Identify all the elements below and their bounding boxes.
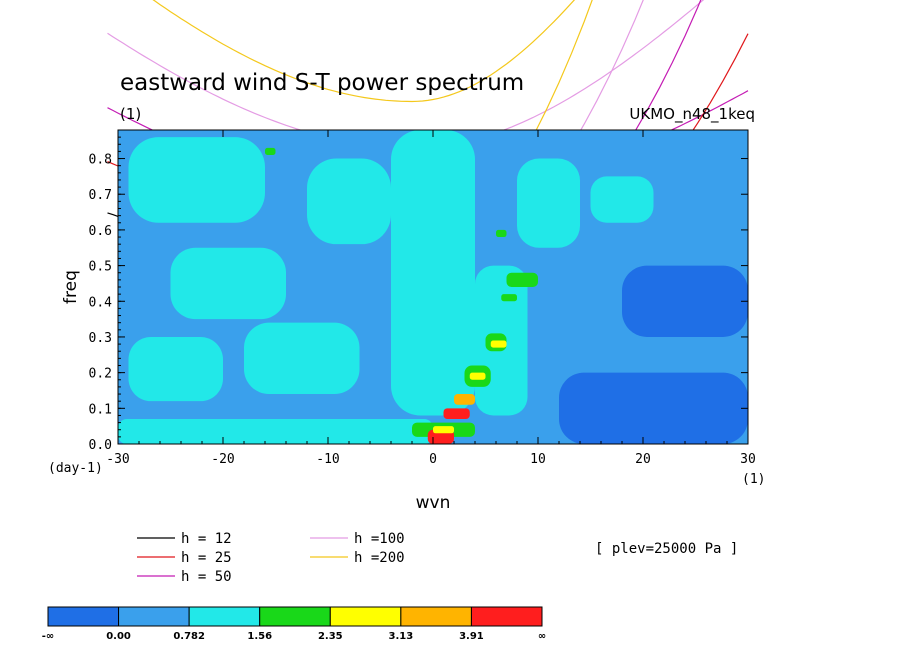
contour-cell-21 <box>506 272 538 287</box>
pressure-level-note: [ plev=25000 Pa ] <box>595 541 738 557</box>
legend-label: h = 50 <box>181 569 232 585</box>
contour-cell-15 <box>433 426 454 434</box>
y-axis: 0.0 0.1 0.2 0.3 0.4 0.5 0.6 0.7 0.8 <box>89 129 748 453</box>
y-tick-label: 0.3 <box>89 331 112 346</box>
colorbar-segment <box>118 606 190 627</box>
x-tick-label: -10 <box>316 452 339 467</box>
x-tick-label: 30 <box>740 452 756 467</box>
contour-cell-2 <box>128 336 223 402</box>
y-tick-label: 0.6 <box>89 224 112 239</box>
x-axis-label: wvn <box>416 493 451 513</box>
contour-cell-7 <box>517 158 580 248</box>
colorbar-segment <box>259 606 331 627</box>
colorbar-label: 3.13 <box>389 631 414 642</box>
colorbar-segment <box>188 606 261 627</box>
contour-cell-1 <box>170 247 286 320</box>
contour-cell-16 <box>454 394 475 405</box>
contour-cell-0 <box>128 137 265 223</box>
contour-cell-3 <box>244 322 360 395</box>
legend-label: h = 25 <box>181 550 232 566</box>
contour-cell-24 <box>496 229 507 238</box>
x-unit-label: (1) <box>742 472 765 487</box>
contour-cell-5 <box>391 130 475 416</box>
x-tick-label: 0 <box>429 452 437 467</box>
colorbar-label: ∞ <box>538 631 546 642</box>
contour-cell-14 <box>443 408 470 420</box>
y-unit-label: (day-1) <box>48 461 103 476</box>
colorbar-segment <box>400 606 472 627</box>
colorbar-label: 3.91 <box>459 631 484 642</box>
x-tick-label: 20 <box>635 452 651 467</box>
contour-cell-11 <box>622 265 748 337</box>
colorbar-label: 0.782 <box>173 631 205 642</box>
contour-cell-20 <box>490 340 507 348</box>
legend-label: h =100 <box>354 531 405 547</box>
contour-cell-9 <box>118 419 433 444</box>
title-unit: (1) <box>120 105 141 123</box>
colorbar-segment <box>470 606 543 627</box>
chart-title: eastward wind S-T power spectrum <box>120 70 524 96</box>
contour-cell-18 <box>469 372 486 380</box>
x-tick-label: -20 <box>211 452 234 467</box>
legend-label: h =200 <box>354 550 405 566</box>
y-tick-label: 0.2 <box>89 367 112 382</box>
colorbar-segment <box>329 606 402 627</box>
legend-label: h = 12 <box>181 531 232 547</box>
y-tick-label: 0.8 <box>89 153 112 168</box>
x-tick-label: -30 <box>106 452 129 467</box>
y-axis-label: freq <box>61 270 81 304</box>
colorbar-label: 0.00 <box>106 631 131 642</box>
colorbar: -∞ 0.00 0.782 1.56 2.35 3.13 3.91 ∞ <box>42 606 546 642</box>
colorbar-label: -∞ <box>42 631 54 642</box>
y-tick-label: 0.7 <box>89 188 112 203</box>
y-tick-label: 0.5 <box>89 260 112 275</box>
contour-cell-23 <box>265 147 276 155</box>
y-tick-label: 0.1 <box>89 402 112 417</box>
contour-cell-22 <box>501 294 517 302</box>
experiment-label: UKMO_n48_1keq <box>629 105 755 124</box>
y-tick-label: 0.4 <box>89 295 113 310</box>
contour-cell-10 <box>559 372 748 444</box>
y-tick-label: 0.0 <box>89 438 112 453</box>
contour-cell-4 <box>307 158 391 245</box>
x-tick-label: 10 <box>530 452 546 467</box>
legend: h = 12 h = 25 h = 50 h =100 h =200 <box>137 531 405 585</box>
colorbar-label: 2.35 <box>318 631 343 642</box>
colorbar-segment <box>47 606 120 627</box>
x-axis: -30 -20 -10 0 10 20 30 <box>106 130 756 467</box>
contour-cell-8 <box>590 176 654 223</box>
curve-symmetric-4 <box>152 0 576 103</box>
colorbar-label: 1.56 <box>247 631 272 642</box>
spectrum-contours <box>118 130 748 444</box>
